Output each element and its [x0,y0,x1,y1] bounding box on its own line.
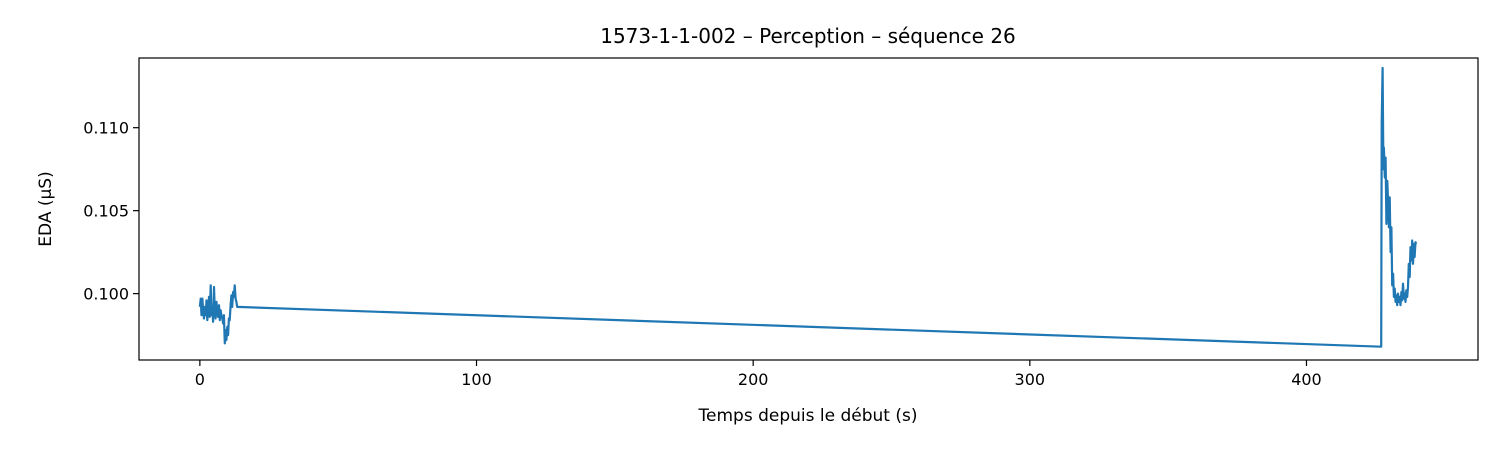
x-axis: 0 100 200 300 400 [195,360,1322,389]
series-line [198,66,1418,348]
y-tick-label: 0.105 [83,202,129,221]
plot-area [198,66,1418,348]
y-tick-label: 0.110 [83,119,129,138]
y-axis-label: EDA (µS) [36,171,56,246]
chart-title: 1573-1-1-002 – Perception – séquence 26 [600,24,1016,48]
y-axis: 0.100 0.105 0.110 [83,119,139,304]
plot-frame [138,57,1479,361]
x-tick-label: 100 [461,370,492,389]
x-tick-label: 0 [195,370,205,389]
y-tick-label: 0.100 [83,285,129,304]
x-tick-label: 200 [738,370,769,389]
x-tick-label: 300 [1015,370,1046,389]
x-tick-label: 400 [1291,370,1322,389]
x-axis-label: Temps depuis le début (s) [698,406,918,426]
